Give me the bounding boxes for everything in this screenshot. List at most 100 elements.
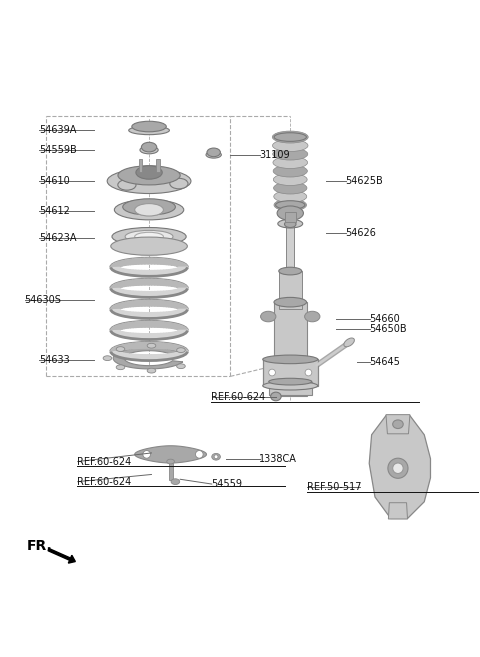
Ellipse shape (388, 458, 408, 478)
Polygon shape (140, 334, 145, 340)
Polygon shape (129, 312, 136, 317)
Polygon shape (113, 269, 123, 271)
Polygon shape (117, 311, 126, 315)
Polygon shape (175, 263, 184, 266)
Polygon shape (175, 353, 184, 356)
Polygon shape (111, 266, 120, 267)
Polygon shape (125, 281, 133, 286)
Ellipse shape (118, 179, 136, 190)
Polygon shape (155, 279, 160, 285)
Polygon shape (166, 333, 174, 338)
Polygon shape (115, 283, 124, 286)
Text: 54645: 54645 (369, 357, 400, 367)
Polygon shape (117, 261, 126, 265)
Text: REF.60-624: REF.60-624 (211, 392, 265, 403)
Bar (287, 224, 294, 302)
Polygon shape (111, 308, 120, 309)
Polygon shape (155, 321, 160, 327)
Polygon shape (144, 334, 148, 340)
Ellipse shape (393, 463, 403, 474)
Polygon shape (117, 290, 126, 294)
Polygon shape (151, 334, 156, 340)
Polygon shape (136, 300, 142, 306)
Polygon shape (136, 279, 142, 285)
Polygon shape (144, 258, 148, 264)
Text: 54623A: 54623A (39, 233, 76, 242)
Polygon shape (176, 268, 185, 271)
Polygon shape (122, 290, 131, 296)
Polygon shape (175, 284, 184, 287)
Polygon shape (129, 291, 136, 296)
Ellipse shape (170, 178, 188, 189)
Polygon shape (125, 323, 133, 328)
Polygon shape (115, 353, 124, 357)
Ellipse shape (142, 143, 157, 152)
Text: 54630S: 54630S (24, 295, 61, 305)
Polygon shape (164, 302, 171, 307)
Polygon shape (111, 330, 120, 332)
Ellipse shape (147, 369, 156, 373)
Polygon shape (140, 271, 145, 276)
Ellipse shape (273, 165, 307, 177)
Polygon shape (178, 330, 187, 332)
Polygon shape (122, 269, 131, 275)
Polygon shape (176, 284, 185, 287)
Polygon shape (136, 271, 142, 276)
Polygon shape (168, 323, 177, 328)
Polygon shape (176, 289, 185, 292)
Text: 54559B: 54559B (39, 145, 77, 156)
Polygon shape (161, 259, 168, 264)
Polygon shape (171, 353, 180, 357)
Polygon shape (176, 263, 185, 266)
Polygon shape (178, 288, 187, 290)
Polygon shape (113, 311, 123, 313)
Ellipse shape (116, 365, 125, 370)
Polygon shape (132, 343, 139, 348)
Polygon shape (140, 342, 145, 348)
Polygon shape (148, 313, 152, 319)
Text: 54625B: 54625B (345, 176, 383, 186)
Ellipse shape (135, 233, 163, 241)
Polygon shape (129, 322, 136, 328)
Polygon shape (151, 279, 156, 285)
Polygon shape (177, 289, 187, 291)
Polygon shape (157, 301, 164, 306)
Text: REF.50-517: REF.50-517 (307, 482, 361, 492)
Polygon shape (168, 269, 177, 274)
Polygon shape (129, 270, 136, 275)
Polygon shape (111, 331, 120, 333)
Polygon shape (136, 258, 142, 264)
Polygon shape (135, 445, 206, 463)
Polygon shape (144, 342, 148, 348)
Polygon shape (113, 263, 123, 266)
Polygon shape (140, 292, 145, 298)
Polygon shape (178, 328, 187, 330)
Polygon shape (173, 353, 182, 357)
Ellipse shape (274, 199, 307, 211)
Polygon shape (157, 355, 164, 360)
Polygon shape (171, 332, 180, 336)
Polygon shape (164, 260, 171, 265)
Ellipse shape (278, 219, 303, 228)
Polygon shape (129, 333, 136, 338)
Polygon shape (175, 326, 184, 329)
Ellipse shape (261, 311, 276, 322)
Ellipse shape (279, 267, 302, 275)
Polygon shape (136, 313, 142, 318)
Ellipse shape (269, 378, 312, 385)
Polygon shape (179, 267, 187, 268)
Ellipse shape (103, 356, 112, 361)
Polygon shape (168, 260, 177, 265)
Polygon shape (168, 281, 177, 286)
Polygon shape (144, 279, 148, 285)
Polygon shape (115, 262, 124, 265)
Polygon shape (112, 327, 121, 330)
Polygon shape (168, 353, 177, 358)
Bar (269, 382, 312, 395)
Bar (279, 271, 302, 309)
Polygon shape (386, 415, 410, 434)
Polygon shape (179, 266, 187, 267)
Ellipse shape (132, 122, 166, 132)
Polygon shape (113, 327, 123, 329)
Ellipse shape (118, 166, 180, 185)
